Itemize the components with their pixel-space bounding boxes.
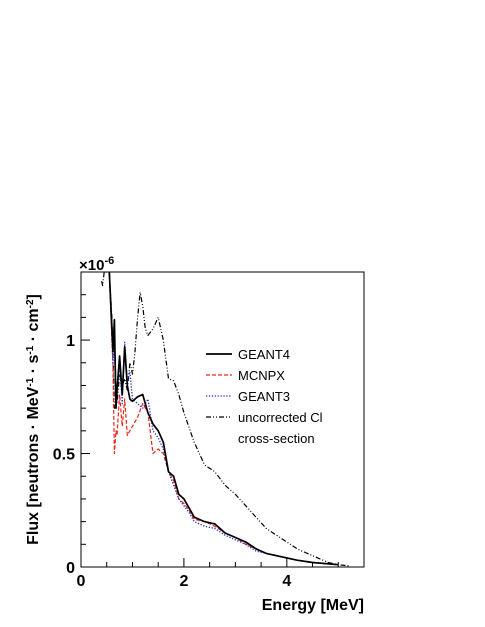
y-axis-title-sup: -1: [25, 377, 36, 386]
series-layer: [101, 272, 349, 567]
y-axis-title-part: ]: [25, 294, 42, 299]
x-axis-title: Energy [MeV]: [262, 597, 364, 614]
y-axis-title-part: · cm: [25, 308, 42, 345]
legend-label: uncorrected Cl: [238, 410, 323, 425]
y-axis-title: Flux [neutrons · MeV-1 · s-1 · cm-2]: [25, 294, 43, 545]
y-axis-title-sup: -2: [25, 299, 36, 308]
y-axis-title-part: · s: [25, 355, 42, 378]
y-axis-multiplier-base: ×10: [79, 257, 104, 274]
y-axis-title-part: Flux [neutrons · MeV: [25, 386, 42, 545]
y-axis-multiplier: ×10-6: [79, 255, 114, 274]
y-tick-label: 1: [66, 333, 75, 350]
tick-layer: 0 2 4 0 0.5 1: [53, 271, 365, 590]
y-axis-multiplier-exponent: -6: [104, 255, 114, 267]
legend-label: cross-section: [238, 431, 315, 446]
x-tick-label: 0: [77, 573, 86, 590]
y-axis-title-sup: -1: [25, 345, 36, 354]
y-tick-label: 0: [66, 560, 75, 577]
x-tick-label: 4: [282, 573, 291, 590]
x-tick-label: 2: [179, 573, 188, 590]
series-line-geant4: [108, 272, 339, 566]
legend-label: GEANT4: [238, 347, 290, 362]
y-tick-label: 0.5: [53, 447, 75, 464]
legend-label: MCNPX: [238, 368, 285, 383]
legend: GEANT4 MCNPX GEANT3 uncorrected Cl cross-sec…: [206, 347, 323, 446]
plot-frame: [80, 271, 365, 568]
legend-label: GEANT3: [238, 389, 290, 404]
